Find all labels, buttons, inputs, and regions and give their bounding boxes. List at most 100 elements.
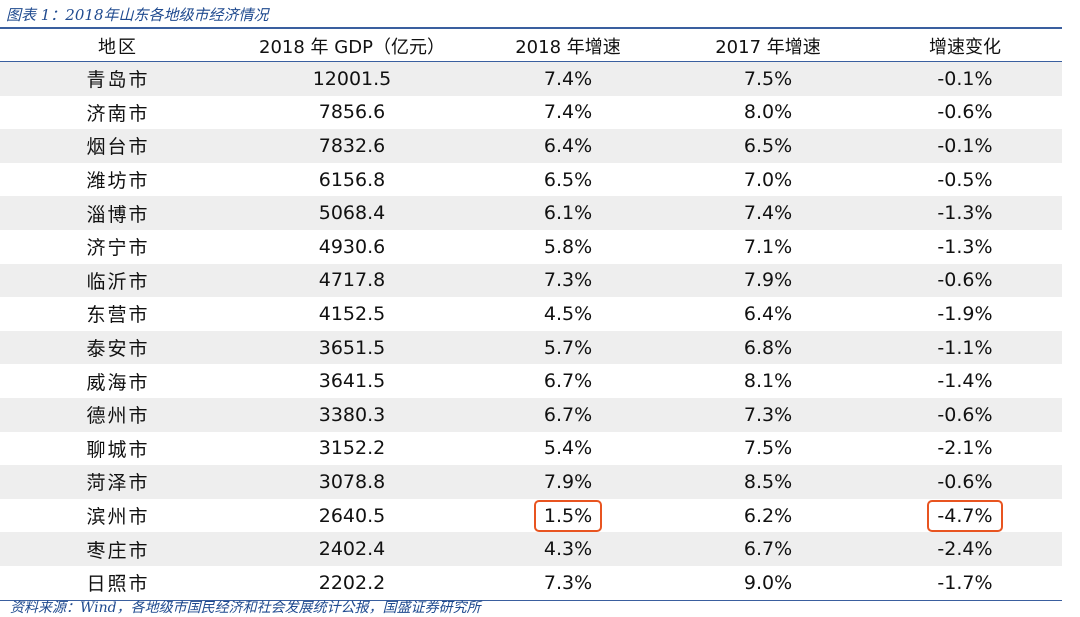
region-cell: 滨州市 xyxy=(86,506,150,529)
gdp-cell: 2202.2 xyxy=(318,571,386,594)
growth-change-cell: -1.7% xyxy=(937,571,993,594)
growth-2017-cell: 6.8% xyxy=(743,336,793,359)
region-cell: 德州市 xyxy=(86,405,150,428)
table-row: 淄博市 5068.4 6.1% 7.4% -1.3% xyxy=(0,196,1062,230)
growth-2017-cell: 8.1% xyxy=(743,370,793,393)
table-row: 烟台市 7832.6 6.4% 6.5% -0.1% xyxy=(0,129,1062,163)
growth-change-cell: -2.4% xyxy=(937,538,993,561)
growth-2017-cell: 6.4% xyxy=(743,302,793,325)
table-row: 枣庄市 2402.4 4.3% 6.7% -2.4% xyxy=(0,532,1062,566)
gdp-cell: 6156.8 xyxy=(318,168,386,191)
growth-2017-cell: 7.0% xyxy=(743,168,793,191)
growth-2018-cell: 5.7% xyxy=(543,336,593,359)
growth-2017-cell: 7.9% xyxy=(743,269,793,292)
growth-change-cell: -1.1% xyxy=(937,336,993,359)
region-cell: 青岛市 xyxy=(86,69,150,92)
table-caption: 图表 1：2018年山东各地级市经济情况 xyxy=(6,6,269,24)
growth-2018-cell: 6.7% xyxy=(543,403,593,426)
region-cell: 淄博市 xyxy=(86,203,150,226)
growth-2017-cell: 6.7% xyxy=(743,538,793,561)
growth-change-cell: -0.6% xyxy=(937,101,993,124)
growth-2017-cell: 7.5% xyxy=(743,67,793,90)
table-row: 济南市 7856.6 7.4% 8.0% -0.6% xyxy=(0,96,1062,130)
growth-2018-cell: 6.4% xyxy=(543,134,593,157)
growth-change-cell: -0.6% xyxy=(937,403,993,426)
top-rule xyxy=(0,27,1062,29)
gdp-table: 地区 2018 年 GDP（亿元） 2018 年增速 2017 年增速 增速变化… xyxy=(0,30,1062,600)
growth-2017-cell: 8.5% xyxy=(743,470,793,493)
region-cell: 济南市 xyxy=(86,102,150,125)
gdp-cell: 3152.2 xyxy=(318,437,386,460)
growth-2018-cell: 7.4% xyxy=(543,67,593,90)
region-cell: 东营市 xyxy=(86,304,150,327)
region-cell: 泰安市 xyxy=(86,338,150,361)
table-row: 德州市 3380.3 6.7% 7.3% -0.6% xyxy=(0,397,1062,432)
gdp-cell: 7832.6 xyxy=(318,134,386,157)
header-growth-change: 增速变化 xyxy=(929,36,1001,58)
gdp-cell: 5068.4 xyxy=(318,202,386,225)
growth-2018-cell: 5.8% xyxy=(543,235,593,258)
header-gdp-2018: 2018 年 GDP（亿元） xyxy=(259,36,445,58)
growth-change-cell: -2.1% xyxy=(937,437,993,460)
growth-2018-cell: 7.3% xyxy=(543,571,593,594)
growth-2018-cell: 6.7% xyxy=(543,370,593,393)
region-cell: 威海市 xyxy=(86,371,150,394)
region-cell: 烟台市 xyxy=(86,136,150,159)
table-row: 威海市 3641.5 6.7% 8.1% -1.4% xyxy=(0,364,1062,398)
growth-change-cell: -4.7% xyxy=(868,499,1062,532)
growth-change-cell: -1.3% xyxy=(937,202,993,225)
region-cell: 临沂市 xyxy=(86,270,150,293)
table-row: 东营市 4152.5 4.5% 6.4% -1.9% xyxy=(0,297,1062,331)
gdp-cell: 4930.6 xyxy=(318,235,386,258)
bottom-rule xyxy=(0,600,1062,601)
table-row: 潍坊市 6156.8 6.5% 7.0% -0.5% xyxy=(0,163,1062,197)
gdp-cell: 7856.6 xyxy=(318,101,386,124)
table-row: 日照市 2202.2 7.3% 9.0% -1.7% xyxy=(0,566,1062,600)
table-row: 滨州市 2640.5 1.5% 6.2% -4.7% xyxy=(0,499,1062,533)
growth-2017-cell: 7.3% xyxy=(743,403,793,426)
growth-2017-cell: 6.2% xyxy=(743,504,793,527)
growth-2017-cell: 9.0% xyxy=(743,571,793,594)
region-cell: 聊城市 xyxy=(86,438,150,461)
gdp-cell: 2402.4 xyxy=(318,538,386,561)
gdp-cell: 4152.5 xyxy=(318,302,386,325)
growth-2018-cell: 1.5% xyxy=(468,499,668,532)
gdp-cell: 3078.8 xyxy=(318,470,386,493)
table-header-row: 地区 2018 年 GDP（亿元） 2018 年增速 2017 年增速 增速变化 xyxy=(0,30,1062,62)
gdp-cell: 3641.5 xyxy=(318,370,386,393)
table-row: 聊城市 3152.2 5.4% 7.5% -2.1% xyxy=(0,432,1062,466)
gdp-cell: 3651.5 xyxy=(318,336,386,359)
region-cell: 日照市 xyxy=(86,573,150,596)
growth-change-cell: -0.6% xyxy=(937,269,993,292)
header-region: 地区 xyxy=(98,36,138,58)
table-row: 济宁市 4930.6 5.8% 7.1% -1.3% xyxy=(0,230,1062,264)
growth-change-cell: -0.1% xyxy=(937,67,993,90)
region-cell: 潍坊市 xyxy=(86,170,150,193)
gdp-cell: 4717.8 xyxy=(318,269,386,292)
gdp-cell: 3380.3 xyxy=(318,403,386,426)
source-note: 资料来源：Wind，各地级市国民经济和社会发展统计公报，国盛证券研究所 xyxy=(10,600,481,616)
growth-2017-cell: 7.1% xyxy=(743,235,793,258)
region-cell: 菏泽市 xyxy=(86,472,150,495)
growth-change-cell: -1.4% xyxy=(937,370,993,393)
highlight-box: -4.7% xyxy=(927,499,1003,532)
growth-2017-cell: 7.4% xyxy=(743,202,793,225)
region-cell: 枣庄市 xyxy=(86,539,150,562)
region-cell: 济宁市 xyxy=(86,237,150,260)
table-row: 菏泽市 3078.8 7.9% 8.5% -0.6% xyxy=(0,465,1062,499)
growth-2017-cell: 7.5% xyxy=(743,437,793,460)
growth-change-cell: -0.6% xyxy=(937,470,993,493)
growth-change-cell: -0.5% xyxy=(937,168,993,191)
growth-2017-cell: 6.5% xyxy=(743,134,793,157)
gdp-cell: 2640.5 xyxy=(318,504,386,527)
growth-2018-cell: 6.1% xyxy=(543,202,593,225)
growth-2018-cell: 4.3% xyxy=(543,538,593,561)
growth-2018-cell: 4.5% xyxy=(543,302,593,325)
table-row: 临沂市 4717.8 7.3% 7.9% -0.6% xyxy=(0,263,1062,298)
growth-2018-cell: 7.3% xyxy=(543,269,593,292)
growth-2018-cell: 6.5% xyxy=(543,168,593,191)
growth-2018-cell: 7.9% xyxy=(543,470,593,493)
growth-2018-cell: 5.4% xyxy=(543,437,593,460)
table-body: 青岛市 12001.5 7.4% 7.5% -0.1% 济南市 7856.6 7.4% 8.0%… xyxy=(0,62,1062,600)
growth-change-cell: -1.3% xyxy=(937,235,993,258)
